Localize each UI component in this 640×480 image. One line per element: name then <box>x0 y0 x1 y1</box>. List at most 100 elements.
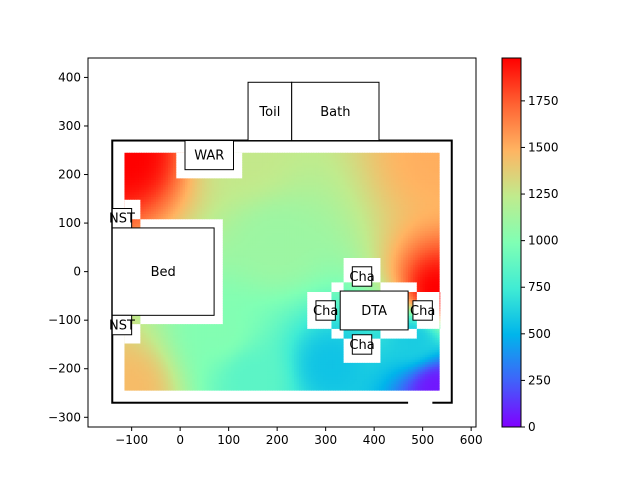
heat-cell <box>231 201 235 205</box>
heat-cell <box>231 225 235 229</box>
heat-cell <box>233 312 237 316</box>
heat-cell <box>245 286 249 290</box>
heat-cell <box>175 223 179 227</box>
heat-cell <box>194 354 198 358</box>
heat-cell <box>221 201 225 205</box>
heat-cell <box>175 366 179 370</box>
heat-cell <box>187 186 191 190</box>
heat-cell <box>209 351 213 355</box>
heat-cell <box>226 181 230 185</box>
heat-cell <box>245 349 249 353</box>
heat-cell <box>201 179 205 183</box>
heat-cell <box>245 215 249 219</box>
heat-cell <box>211 366 215 370</box>
heat-cell <box>228 383 232 387</box>
heat-cell <box>163 322 167 326</box>
heat-cell <box>228 220 232 224</box>
heat-cell <box>134 162 138 166</box>
heat-cell <box>165 206 169 210</box>
heat-cell <box>243 152 247 156</box>
heat-cell <box>216 240 220 244</box>
heat-cell <box>233 181 237 185</box>
heat-cell <box>124 167 128 171</box>
heat-cell <box>165 169 169 173</box>
heat-cell <box>221 210 225 214</box>
heat-cell <box>136 179 140 183</box>
heat-cell <box>131 186 135 190</box>
heat-cell <box>194 210 198 214</box>
heat-cell <box>221 342 225 346</box>
heat-cell <box>143 373 147 377</box>
heat-cell <box>155 385 159 389</box>
heat-cell <box>223 281 227 285</box>
heat-cell <box>138 371 142 375</box>
heat-cell <box>141 320 145 324</box>
heat-cell <box>180 329 184 333</box>
heat-cell <box>168 167 172 171</box>
heat-cell <box>216 198 220 202</box>
heat-cell <box>185 220 189 224</box>
heat-cell <box>204 213 208 217</box>
heat-cell <box>223 269 227 273</box>
heat-cell <box>218 242 222 246</box>
heat-cell <box>143 363 147 367</box>
heat-cell <box>165 186 169 190</box>
heat-cell <box>226 312 230 316</box>
heat-cell <box>240 261 244 265</box>
heat-cell <box>143 322 147 326</box>
heat-cell <box>245 317 249 321</box>
heat-cell <box>185 189 189 193</box>
heat-cell <box>151 189 155 193</box>
heat-cell <box>148 361 152 365</box>
heat-cell <box>235 278 239 282</box>
heat-cell <box>180 344 184 348</box>
heat-cell <box>233 351 237 355</box>
heat-cell <box>211 388 215 391</box>
heat-cell <box>233 223 237 227</box>
heat-cell <box>226 346 230 350</box>
heat-cell <box>214 344 218 348</box>
heat-cell <box>216 325 220 329</box>
heat-cell <box>245 337 249 341</box>
heat-cell <box>141 206 145 210</box>
heat-cell <box>231 206 235 210</box>
heat-cell <box>228 201 232 205</box>
heat-cell <box>201 223 205 227</box>
heat-cell <box>155 186 159 190</box>
heat-cell <box>206 349 210 353</box>
heat-cell <box>146 155 150 159</box>
heat-cell <box>238 354 242 358</box>
heat-cell <box>235 388 239 391</box>
heat-cell <box>216 368 220 372</box>
heat-cell <box>129 349 133 353</box>
heat-cell <box>235 320 239 324</box>
heat-cell <box>243 218 247 222</box>
heat-cell <box>168 380 172 384</box>
heat-cell <box>131 176 135 180</box>
heat-cell <box>155 378 159 382</box>
heat-cell <box>240 274 244 278</box>
heat-cell <box>243 181 247 185</box>
heat-cell <box>163 203 167 207</box>
heat-cell <box>189 346 193 350</box>
heat-cell <box>209 371 213 375</box>
heat-cell <box>238 271 242 275</box>
heat-cell <box>201 373 205 377</box>
heat-cell <box>185 213 189 217</box>
heat-cell <box>172 198 176 202</box>
heat-cell <box>172 361 176 365</box>
heat-cell <box>163 329 167 333</box>
heat-cell <box>194 189 198 193</box>
heat-cell <box>245 235 249 239</box>
heat-cell <box>223 213 227 217</box>
heat-cell <box>168 344 172 348</box>
heat-cell <box>216 371 220 375</box>
heat-cell <box>134 196 138 200</box>
heat-cell <box>201 329 205 333</box>
heat-cell <box>223 252 227 256</box>
heat-cell <box>165 366 169 370</box>
heat-cell <box>245 157 249 161</box>
heat-cell <box>124 356 128 360</box>
heat-cell <box>172 169 176 173</box>
heat-cell <box>138 339 142 343</box>
